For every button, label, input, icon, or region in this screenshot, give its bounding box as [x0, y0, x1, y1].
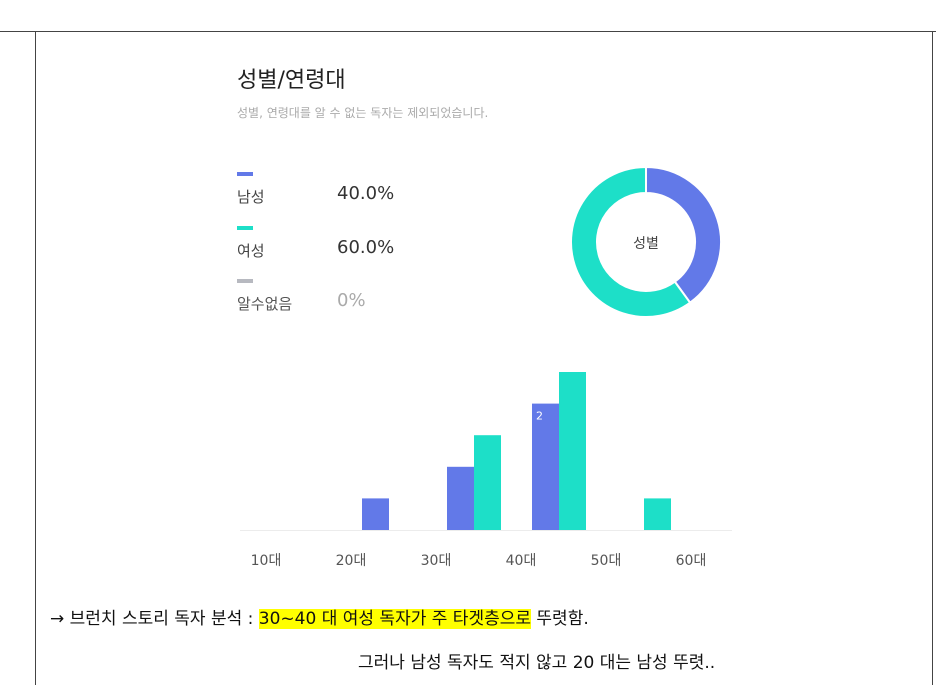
- table-border-stub: [35, 682, 36, 685]
- bar-30대-여성: [474, 435, 501, 530]
- bar-50대-여성: [644, 498, 671, 530]
- legend-value-male: 40.0%: [337, 183, 395, 204]
- legend-swatch-female: [237, 226, 253, 230]
- table-border-right: [932, 31, 933, 685]
- analysis-comment-line2: 그러나 남성 독자도 적지 않고 20 대는 남성 뚜렷..: [358, 653, 716, 673]
- legend-value-unknown: 0%: [337, 290, 366, 311]
- gender-donut-chart: 성별: [570, 165, 722, 318]
- legend-swatch-unknown: [237, 279, 253, 283]
- legend-value-female: 60.0%: [337, 237, 395, 258]
- legend-swatch-male: [237, 172, 253, 176]
- x-tick-label: 20대: [336, 553, 367, 569]
- x-tick-label: 30대: [421, 553, 452, 569]
- bar-30대-남성: [447, 466, 474, 530]
- bar-20대-남성: [362, 498, 389, 530]
- age-bar-chart: 10대 20대 30대 40대 50대 60대 2: [240, 372, 732, 569]
- legend-label-unknown: 알수없음: [237, 295, 293, 313]
- table-border-left: [35, 31, 36, 685]
- donut-slice-0: [645, 165, 722, 305]
- comment-highlight: 30~40 대 여성 독자가 주 타겟층으로: [258, 609, 532, 629]
- x-tick-label: 10대: [251, 553, 282, 569]
- x-tick-label: 40대: [506, 553, 537, 569]
- bar-40대-여성: [559, 372, 586, 530]
- analysis-comment-line1: → 브런치 스토리 독자 분석 : 30~40 대 여성 독자가 주 타겟층으로…: [50, 604, 589, 629]
- donut-slice-1: [570, 165, 692, 318]
- comment-suffix: 뚜렷함.: [531, 609, 589, 629]
- bar-data-label: 2: [536, 410, 543, 423]
- legend-label-male: 남성: [237, 188, 265, 206]
- donut-center-label: 성별: [633, 236, 659, 252]
- chart-title: 성별/연령대: [237, 68, 346, 93]
- x-tick-label: 50대: [591, 553, 622, 569]
- table-border-top: [0, 31, 936, 32]
- legend-label-female: 여성: [237, 242, 265, 260]
- x-tick-label: 60대: [676, 553, 707, 569]
- bar-40대-남성: [532, 403, 559, 530]
- chart-subtitle: 성별, 연령대를 알 수 없는 독자는 제외되었습니다.: [237, 106, 489, 120]
- comment-prefix: → 브런치 스토리 독자 분석 :: [50, 609, 259, 629]
